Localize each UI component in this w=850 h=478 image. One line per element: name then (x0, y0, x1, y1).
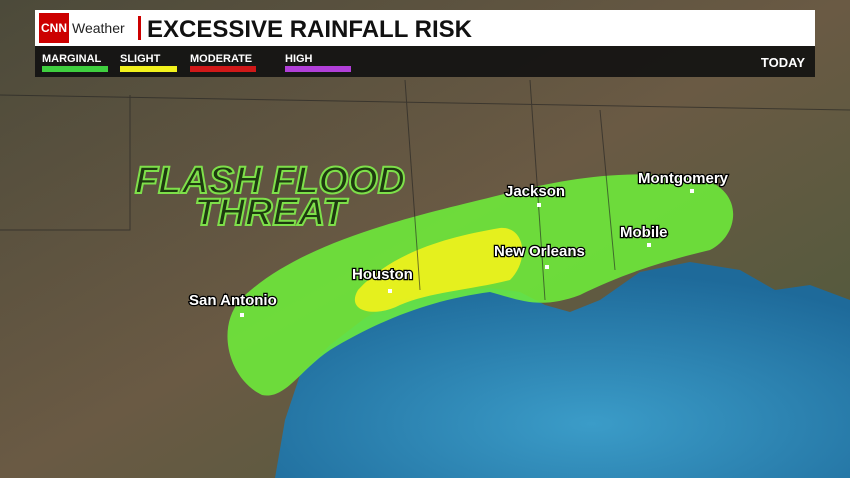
brand: CNN (41, 21, 67, 35)
legend-label: SLIGHT (120, 53, 161, 65)
divider (138, 16, 141, 40)
city-dot (537, 203, 541, 207)
period: TODAY (761, 55, 805, 70)
brand-box (39, 13, 69, 43)
gulf-of-mexico (275, 262, 850, 478)
legend: MARGINAL SLIGHT MODERATE HIGH (42, 53, 351, 72)
slight-risk-area (354, 227, 523, 312)
city-label: Mobile (620, 224, 668, 241)
state-borders (0, 79, 850, 301)
city-dot (647, 243, 651, 247)
city-label: Montgomery (638, 170, 729, 187)
legend-swatch (190, 66, 256, 72)
legend-label: MARGINAL (42, 53, 102, 65)
legend-swatch (120, 66, 177, 72)
city-label: San Antonio (189, 292, 277, 309)
overlay-line1: FLASH FLOOD (135, 160, 405, 202)
legend-label: HIGH (285, 53, 313, 65)
overlay-line2: THREAT (194, 192, 348, 234)
legend-label: MODERATE (190, 53, 252, 65)
city-label: Houston (352, 266, 413, 283)
title-bar (35, 10, 815, 46)
city-label: Jackson (505, 183, 565, 200)
section: Weather (72, 20, 125, 36)
city-dot (240, 313, 244, 317)
city-label: New Orleans (494, 243, 585, 260)
cities: Jackson Montgomery Mobile New Orleans Ho… (188, 169, 730, 317)
city-dot (388, 289, 392, 293)
legend-swatch (42, 66, 108, 72)
legend-swatch (285, 66, 351, 72)
title: EXCESSIVE RAINFALL RISK (147, 16, 473, 43)
header: CNN Weather EXCESSIVE RAINFALL RISK TODA… (35, 10, 815, 77)
city-dot (545, 265, 549, 269)
city-dot (690, 189, 694, 193)
